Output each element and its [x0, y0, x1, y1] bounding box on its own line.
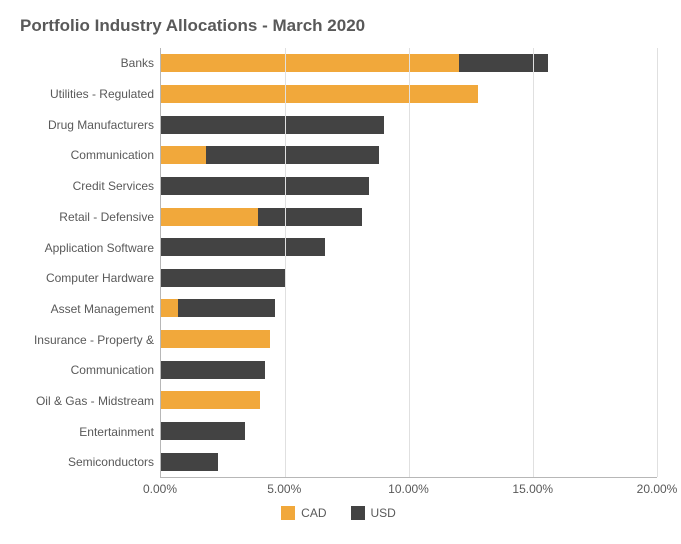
bar-segment-usd	[178, 299, 275, 317]
category-label: Application Software	[45, 233, 154, 263]
bar-segment-usd	[161, 177, 369, 195]
bar-segment-cad	[161, 54, 459, 72]
bar-segment-cad	[161, 299, 178, 317]
bar-segment-usd	[161, 361, 265, 379]
category-label: Asset Management	[51, 294, 154, 324]
bar-segment-usd	[161, 453, 218, 471]
category-label: Credit Services	[73, 171, 154, 201]
category-label: Banks	[121, 48, 154, 78]
bar-segment-usd	[258, 208, 362, 226]
bar-segment-usd	[161, 269, 285, 287]
category-label: Utilities - Regulated	[50, 79, 154, 109]
legend-swatch	[281, 506, 295, 520]
grid-line	[533, 48, 534, 477]
category-label: Insurance - Property &	[34, 325, 154, 355]
bar-segment-usd	[206, 146, 380, 164]
x-tick-label: 15.00%	[512, 482, 553, 496]
bar-segment-usd	[459, 54, 548, 72]
legend-label: CAD	[301, 506, 326, 520]
x-axis: 0.00%5.00%10.00%15.00%20.00%	[160, 478, 657, 500]
category-label: Communication	[71, 140, 154, 170]
legend: CAD USD	[20, 506, 657, 520]
bar-segment-cad	[161, 330, 270, 348]
grid-line	[657, 48, 658, 477]
bar-segment-cad	[161, 208, 258, 226]
bar-segment-cad	[161, 85, 478, 103]
bar-segment-usd	[161, 422, 245, 440]
grid-line	[409, 48, 410, 477]
legend-item: CAD	[281, 506, 326, 520]
category-label: Computer Hardware	[46, 263, 154, 293]
x-tick-label: 0.00%	[143, 482, 177, 496]
bar-segment-cad	[161, 391, 260, 409]
x-tick-label: 20.00%	[637, 482, 678, 496]
category-label: Communication	[71, 355, 154, 385]
category-label: Entertainment	[79, 417, 154, 447]
category-label: Retail - Defensive	[59, 202, 154, 232]
chart-container: Portfolio Industry Allocations - March 2…	[0, 0, 681, 544]
category-label: Oil & Gas - Midstream	[36, 386, 154, 416]
x-tick-label: 5.00%	[267, 482, 301, 496]
legend-item: USD	[351, 506, 396, 520]
chart-title: Portfolio Industry Allocations - March 2…	[20, 16, 657, 36]
y-axis: BanksUtilities - RegulatedDrug Manufactu…	[20, 48, 160, 478]
bar-segment-cad	[161, 146, 206, 164]
legend-swatch	[351, 506, 365, 520]
category-label: Drug Manufacturers	[48, 110, 154, 140]
plot-area: BanksUtilities - RegulatedDrug Manufactu…	[20, 48, 657, 478]
legend-label: USD	[371, 506, 396, 520]
bar-segment-usd	[161, 116, 384, 134]
bars-region	[160, 48, 657, 478]
grid-line	[285, 48, 286, 477]
category-label: Semiconductors	[68, 447, 154, 477]
x-tick-label: 10.00%	[388, 482, 429, 496]
bar-segment-usd	[161, 238, 325, 256]
